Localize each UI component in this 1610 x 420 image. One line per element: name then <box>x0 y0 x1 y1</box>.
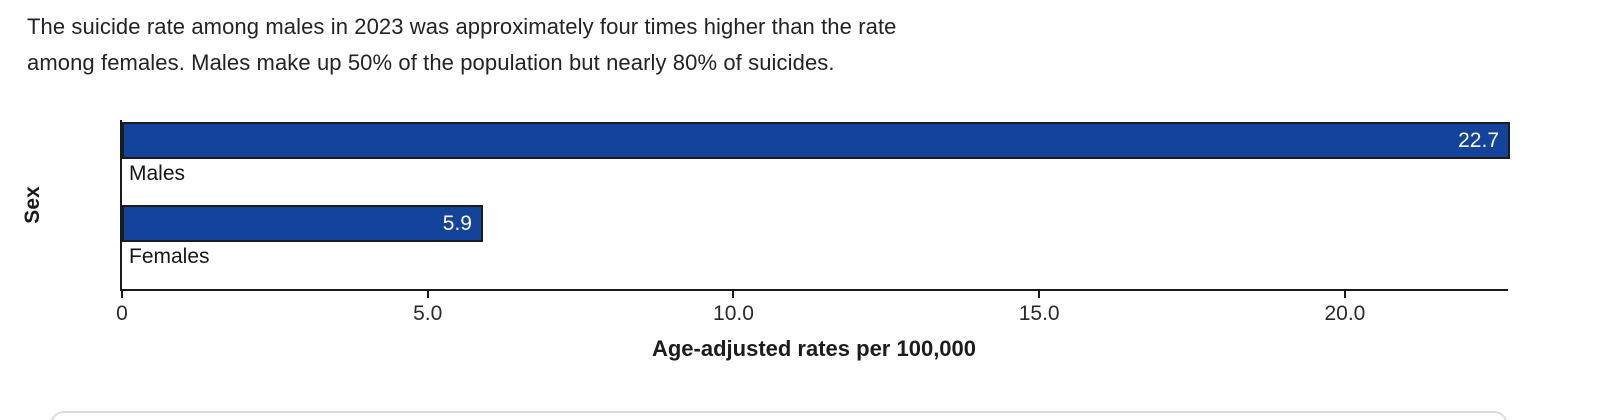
y-axis-label: Sex <box>21 186 44 224</box>
bar-value-label: 5.9 <box>442 211 472 235</box>
x-axis-label: Age-adjusted rates per 100,000 <box>651 336 977 361</box>
bar-value-label: 22.7 <box>1458 128 1499 152</box>
x-tick <box>121 289 123 298</box>
next-section-card-edge <box>50 411 1508 420</box>
x-tick <box>732 289 735 298</box>
x-tick-label: 5.0 <box>413 302 443 325</box>
x-tick <box>426 289 429 298</box>
bar-males: 22.7 <box>122 122 1510 159</box>
chart-title-line-2: among females. Males make up 50% of the … <box>27 50 835 75</box>
chart-title-line-1: The suicide rate among males in 2023 was… <box>27 14 897 39</box>
x-tick-label: 20.0 <box>1324 302 1366 325</box>
x-tick-label: 15.0 <box>1018 302 1060 325</box>
chart-title: The suicide rate among males in 2023 was… <box>27 9 897 81</box>
category-label-females: Females <box>129 245 210 268</box>
x-tick <box>1038 289 1041 298</box>
bar-females: 5.9 <box>122 205 483 242</box>
category-label-males: Males <box>129 162 186 185</box>
x-tick-label: 0 <box>116 302 128 325</box>
plot-area: 22.7 Males 5.9 Females 0 5.0 10.0 15.0 20.0 <box>116 120 1510 325</box>
x-tick-label: 10.0 <box>713 302 754 325</box>
x-tick <box>1343 289 1346 298</box>
